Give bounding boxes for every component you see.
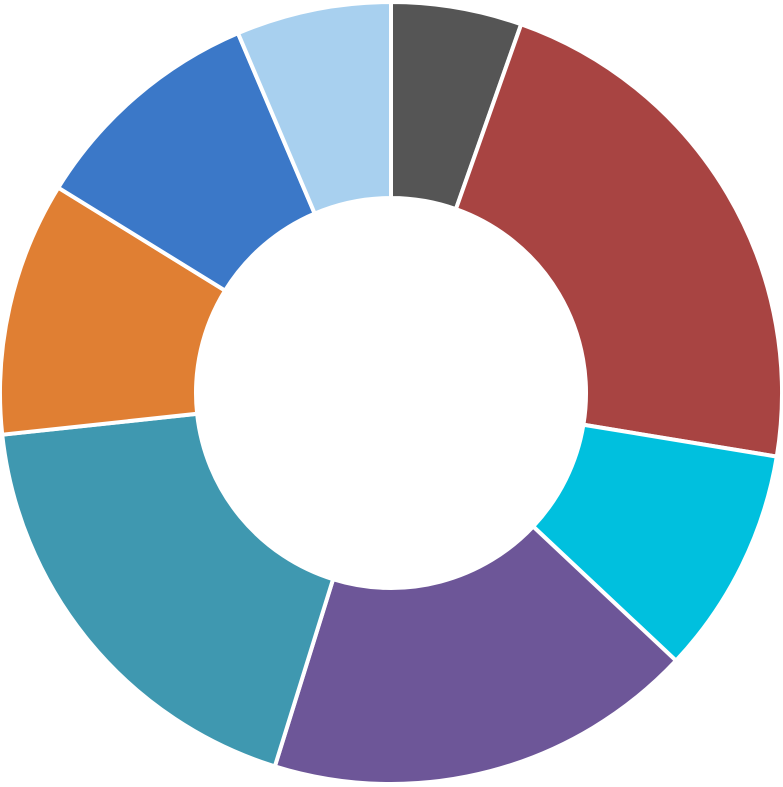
donut-slice-4 [272,523,679,786]
donut-slice-5 [0,411,336,769]
donut-slice-3 [530,422,780,664]
donut-slice-2 [453,21,783,459]
donut-slice-8 [235,0,393,217]
